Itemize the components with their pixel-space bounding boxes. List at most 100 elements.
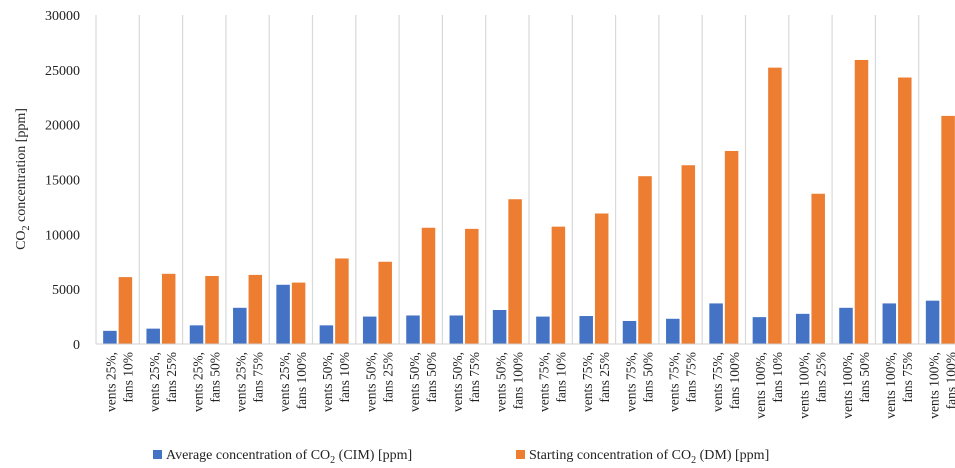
bars	[103, 59, 955, 345]
x-category-line2: fans 10%	[121, 352, 136, 403]
y-axis-ticks: 0 5000 10000 15000 20000 25000 30000	[45, 9, 80, 353]
bar-dm-2	[161, 273, 176, 344]
x-category-line2: fans 75%	[684, 352, 699, 403]
bar-cim-16	[752, 317, 767, 344]
x-axis-categories: vents 25%, fans 10% vents 25%, fans 25% vent…	[104, 352, 955, 419]
x-category-line2: fans 25%	[164, 352, 179, 403]
x-category-label: vents 75%, fans 100%	[710, 352, 742, 412]
x-category-line1: vents 75%,	[623, 352, 638, 412]
bar-cim-20	[925, 300, 940, 344]
x-category-label: vents 75%, fans 25%	[580, 352, 612, 412]
x-category-line1: vents 50%,	[320, 352, 335, 412]
bar-cim-14	[666, 318, 680, 344]
y-tick-label: 0	[73, 338, 80, 353]
bar-cim-3	[189, 325, 204, 344]
x-category-label: vents 100%, fans 10%	[753, 352, 785, 419]
x-category-line1: vents 75%,	[667, 352, 682, 412]
bar-cim-10	[492, 310, 507, 344]
bar-dm-7	[378, 261, 392, 344]
x-category-line1: vents 25%,	[190, 352, 205, 412]
bar-dm-17	[811, 193, 825, 344]
x-category-label: vents 50%, fans 100%	[493, 352, 525, 412]
legend: Average concentration of CO2 (CIM) [ppm]…	[153, 448, 769, 466]
bar-cim-17	[795, 313, 810, 344]
x-category-label: vents 50%, fans 10%	[320, 352, 352, 412]
y-axis-label-part: CO	[14, 230, 29, 249]
x-category-line2: fans 50%	[857, 352, 872, 403]
bar-cim-8	[406, 315, 420, 344]
bar-dm-20	[941, 115, 955, 344]
x-category-label: vents 25%, fans 10%	[104, 352, 136, 412]
x-category-line1: vents 100%,	[883, 352, 898, 419]
bar-cim-13	[622, 320, 637, 344]
x-category-line1: vents 25%,	[234, 352, 249, 412]
bar-dm-4	[248, 274, 263, 344]
y-tick-label: 25000	[45, 64, 80, 79]
y-axis-label-part: concentration [ppm]	[14, 108, 29, 225]
x-category-label: vents 100%, fans 75%	[883, 352, 915, 419]
y-tick-label: 5000	[52, 283, 80, 298]
legend-label-part: Average concentration of CO	[166, 448, 330, 463]
legend-label-part: (DM) [ppm]	[696, 448, 769, 463]
x-category-line1: vents 75%,	[710, 352, 725, 412]
legend-label-cim: Average concentration of CO2 (CIM) [ppm]	[166, 448, 412, 466]
x-category-line2: fans 100%	[510, 352, 525, 409]
bar-cim-12	[579, 316, 593, 344]
bar-cim-2	[146, 328, 160, 344]
x-category-line2: fans 50%	[640, 352, 655, 403]
bar-cim-18	[839, 307, 853, 344]
x-category-line2: fans 75%	[900, 352, 915, 403]
legend-swatch-cim	[153, 450, 162, 459]
x-category-line1: vents 25%,	[277, 352, 292, 412]
x-category-label: vents 25%, fans 100%	[277, 352, 309, 412]
bar-dm-9	[465, 228, 479, 344]
bar-dm-14	[681, 165, 696, 344]
x-category-line1: vents 25%,	[147, 352, 162, 412]
y-tick-label: 20000	[45, 119, 80, 134]
x-category-line2: fans 75%	[467, 352, 482, 403]
x-category-line2: fans 100%	[943, 352, 955, 409]
legend-label-part: Starting concentration of CO	[529, 448, 691, 463]
legend-swatch-dm	[516, 450, 525, 459]
x-category-label: vents 25%, fans 25%	[147, 352, 179, 412]
x-category-line2: fans 25%	[813, 352, 828, 403]
x-category-label: vents 50%, fans 75%	[450, 352, 482, 412]
x-category-line1: vents 25%,	[104, 352, 119, 412]
x-category-line1: vents 50%,	[493, 352, 508, 412]
y-axis-label-subscript: 2	[21, 225, 32, 230]
y-tick-label: 15000	[45, 174, 80, 189]
x-category-line1: vents 75%,	[537, 352, 552, 412]
bar-cim-9	[449, 315, 464, 344]
bar-dm-5	[291, 282, 306, 344]
y-tick-label: 30000	[45, 9, 80, 24]
bar-dm-13	[638, 176, 652, 344]
bar-cim-1	[103, 330, 117, 344]
bar-cim-15	[709, 303, 723, 344]
x-category-line1: vents 100%,	[796, 352, 811, 419]
x-category-line1: vents 75%,	[580, 352, 595, 412]
x-category-line1: vents 100%,	[926, 352, 941, 419]
x-category-line1: vents 50%,	[363, 352, 378, 412]
bar-dm-6	[335, 258, 349, 344]
x-category-label: vents 75%, fans 10%	[537, 352, 569, 412]
bar-dm-3	[205, 276, 219, 344]
x-category-line1: vents 50%,	[450, 352, 465, 412]
legend-label-subscript: 2	[691, 455, 696, 466]
x-category-line1: vents 100%,	[753, 352, 768, 419]
x-category-label: vents 75%, fans 75%	[667, 352, 699, 412]
x-category-line2: fans 50%	[207, 352, 222, 403]
x-category-label: vents 100%, fans 100%	[926, 352, 955, 419]
bar-cim-6	[319, 325, 334, 344]
legend-label-dm: Starting concentration of CO2 (DM) [ppm]	[529, 448, 769, 466]
bar-cim-5	[276, 284, 290, 344]
bar-dm-15	[724, 150, 739, 344]
x-category-line2: fans 10%	[337, 352, 352, 403]
x-category-line2: fans 10%	[554, 352, 569, 403]
x-category-line2: fans 100%	[727, 352, 742, 409]
x-category-line2: fans 25%	[597, 352, 612, 403]
bar-cim-19	[882, 303, 897, 344]
x-category-line2: fans 10%	[770, 352, 785, 403]
x-category-label: vents 75%, fans 50%	[623, 352, 655, 412]
bar-dm-10	[508, 199, 522, 344]
x-category-label: vents 50%, fans 25%	[363, 352, 395, 412]
